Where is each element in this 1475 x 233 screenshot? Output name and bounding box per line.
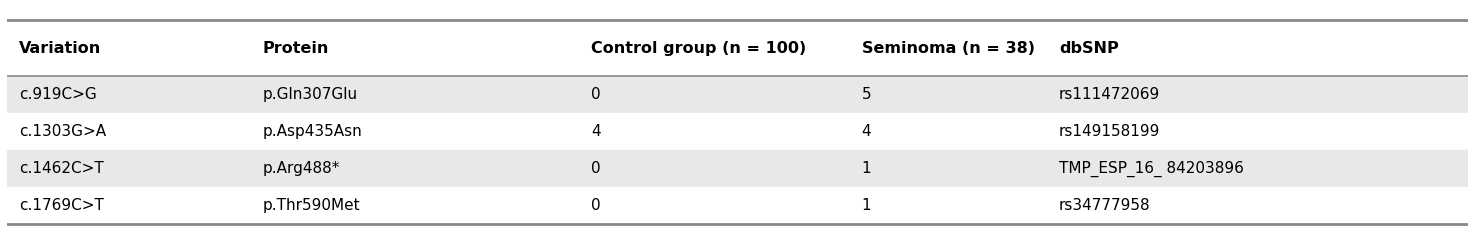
Text: 1: 1	[861, 198, 872, 213]
Text: 0: 0	[591, 198, 602, 213]
Text: c.1769C>T: c.1769C>T	[19, 198, 103, 213]
Text: c.1462C>T: c.1462C>T	[19, 161, 103, 176]
Text: Control group (n = 100): Control group (n = 100)	[591, 41, 807, 56]
Text: c.919C>G: c.919C>G	[19, 87, 97, 102]
Text: rs149158199: rs149158199	[1059, 124, 1161, 139]
Text: p.Arg488*: p.Arg488*	[263, 161, 341, 176]
Text: p.Asp435Asn: p.Asp435Asn	[263, 124, 363, 139]
Text: rs111472069: rs111472069	[1059, 87, 1159, 102]
Text: 0: 0	[591, 87, 602, 102]
Text: 1: 1	[861, 161, 872, 176]
Bar	[7, 187, 1468, 224]
Text: p.Thr590Met: p.Thr590Met	[263, 198, 360, 213]
Text: 4: 4	[591, 124, 602, 139]
Text: c.1303G>A: c.1303G>A	[19, 124, 106, 139]
Text: rs34777958: rs34777958	[1059, 198, 1150, 213]
Bar	[7, 76, 1468, 113]
Text: p.Gln307Glu: p.Gln307Glu	[263, 87, 358, 102]
Text: 4: 4	[861, 124, 872, 139]
Text: TMP_ESP_16_ 84203896: TMP_ESP_16_ 84203896	[1059, 160, 1243, 177]
Text: 0: 0	[591, 161, 602, 176]
Text: Protein: Protein	[263, 41, 329, 56]
Text: Seminoma (n = 38): Seminoma (n = 38)	[861, 41, 1034, 56]
Bar	[7, 113, 1468, 150]
Bar	[7, 150, 1468, 187]
Text: dbSNP: dbSNP	[1059, 41, 1118, 56]
Text: Variation: Variation	[19, 41, 102, 56]
Text: 5: 5	[861, 87, 872, 102]
